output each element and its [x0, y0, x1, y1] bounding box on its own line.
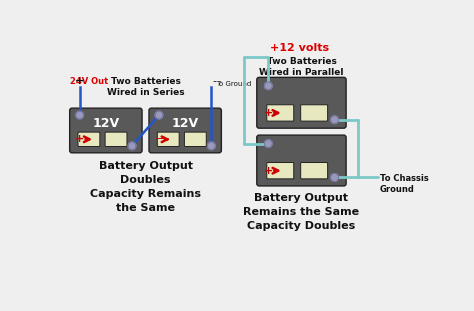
FancyBboxPatch shape: [149, 108, 221, 153]
FancyBboxPatch shape: [157, 132, 179, 146]
FancyBboxPatch shape: [105, 132, 127, 146]
Text: To Chassis
Ground: To Chassis Ground: [380, 174, 429, 194]
Text: 12V: 12V: [172, 117, 199, 130]
FancyBboxPatch shape: [301, 163, 328, 179]
Text: +: +: [264, 108, 273, 118]
Text: To Ground: To Ground: [216, 81, 251, 86]
Circle shape: [264, 140, 272, 147]
Circle shape: [208, 142, 215, 150]
FancyBboxPatch shape: [257, 135, 346, 186]
Text: +12 volts: +12 volts: [270, 44, 329, 53]
Text: −: −: [155, 134, 164, 144]
Text: Two Batteries
Wired in Parallel: Two Batteries Wired in Parallel: [259, 57, 344, 77]
FancyBboxPatch shape: [78, 132, 100, 146]
Circle shape: [76, 111, 83, 119]
FancyBboxPatch shape: [267, 105, 294, 121]
Circle shape: [128, 142, 136, 150]
Text: -: -: [212, 76, 216, 86]
Circle shape: [264, 82, 272, 90]
Text: +: +: [264, 166, 273, 176]
Text: Battery Output
Doubles
Capacity Remains
the Same: Battery Output Doubles Capacity Remains …: [90, 161, 201, 213]
Circle shape: [331, 174, 338, 181]
Text: Battery Output
Remains the Same
Capacity Doubles: Battery Output Remains the Same Capacity…: [243, 193, 359, 231]
FancyBboxPatch shape: [257, 77, 346, 128]
Text: +: +: [75, 134, 84, 144]
Text: Two Batteries
Wired in Series: Two Batteries Wired in Series: [107, 77, 184, 97]
Circle shape: [331, 116, 338, 123]
Text: 12V: 12V: [92, 117, 119, 130]
FancyBboxPatch shape: [267, 163, 294, 179]
FancyBboxPatch shape: [184, 132, 206, 146]
Circle shape: [155, 111, 163, 119]
FancyBboxPatch shape: [301, 105, 328, 121]
FancyBboxPatch shape: [70, 108, 142, 153]
Text: 24V Out: 24V Out: [71, 77, 109, 86]
Text: +: +: [75, 76, 84, 86]
